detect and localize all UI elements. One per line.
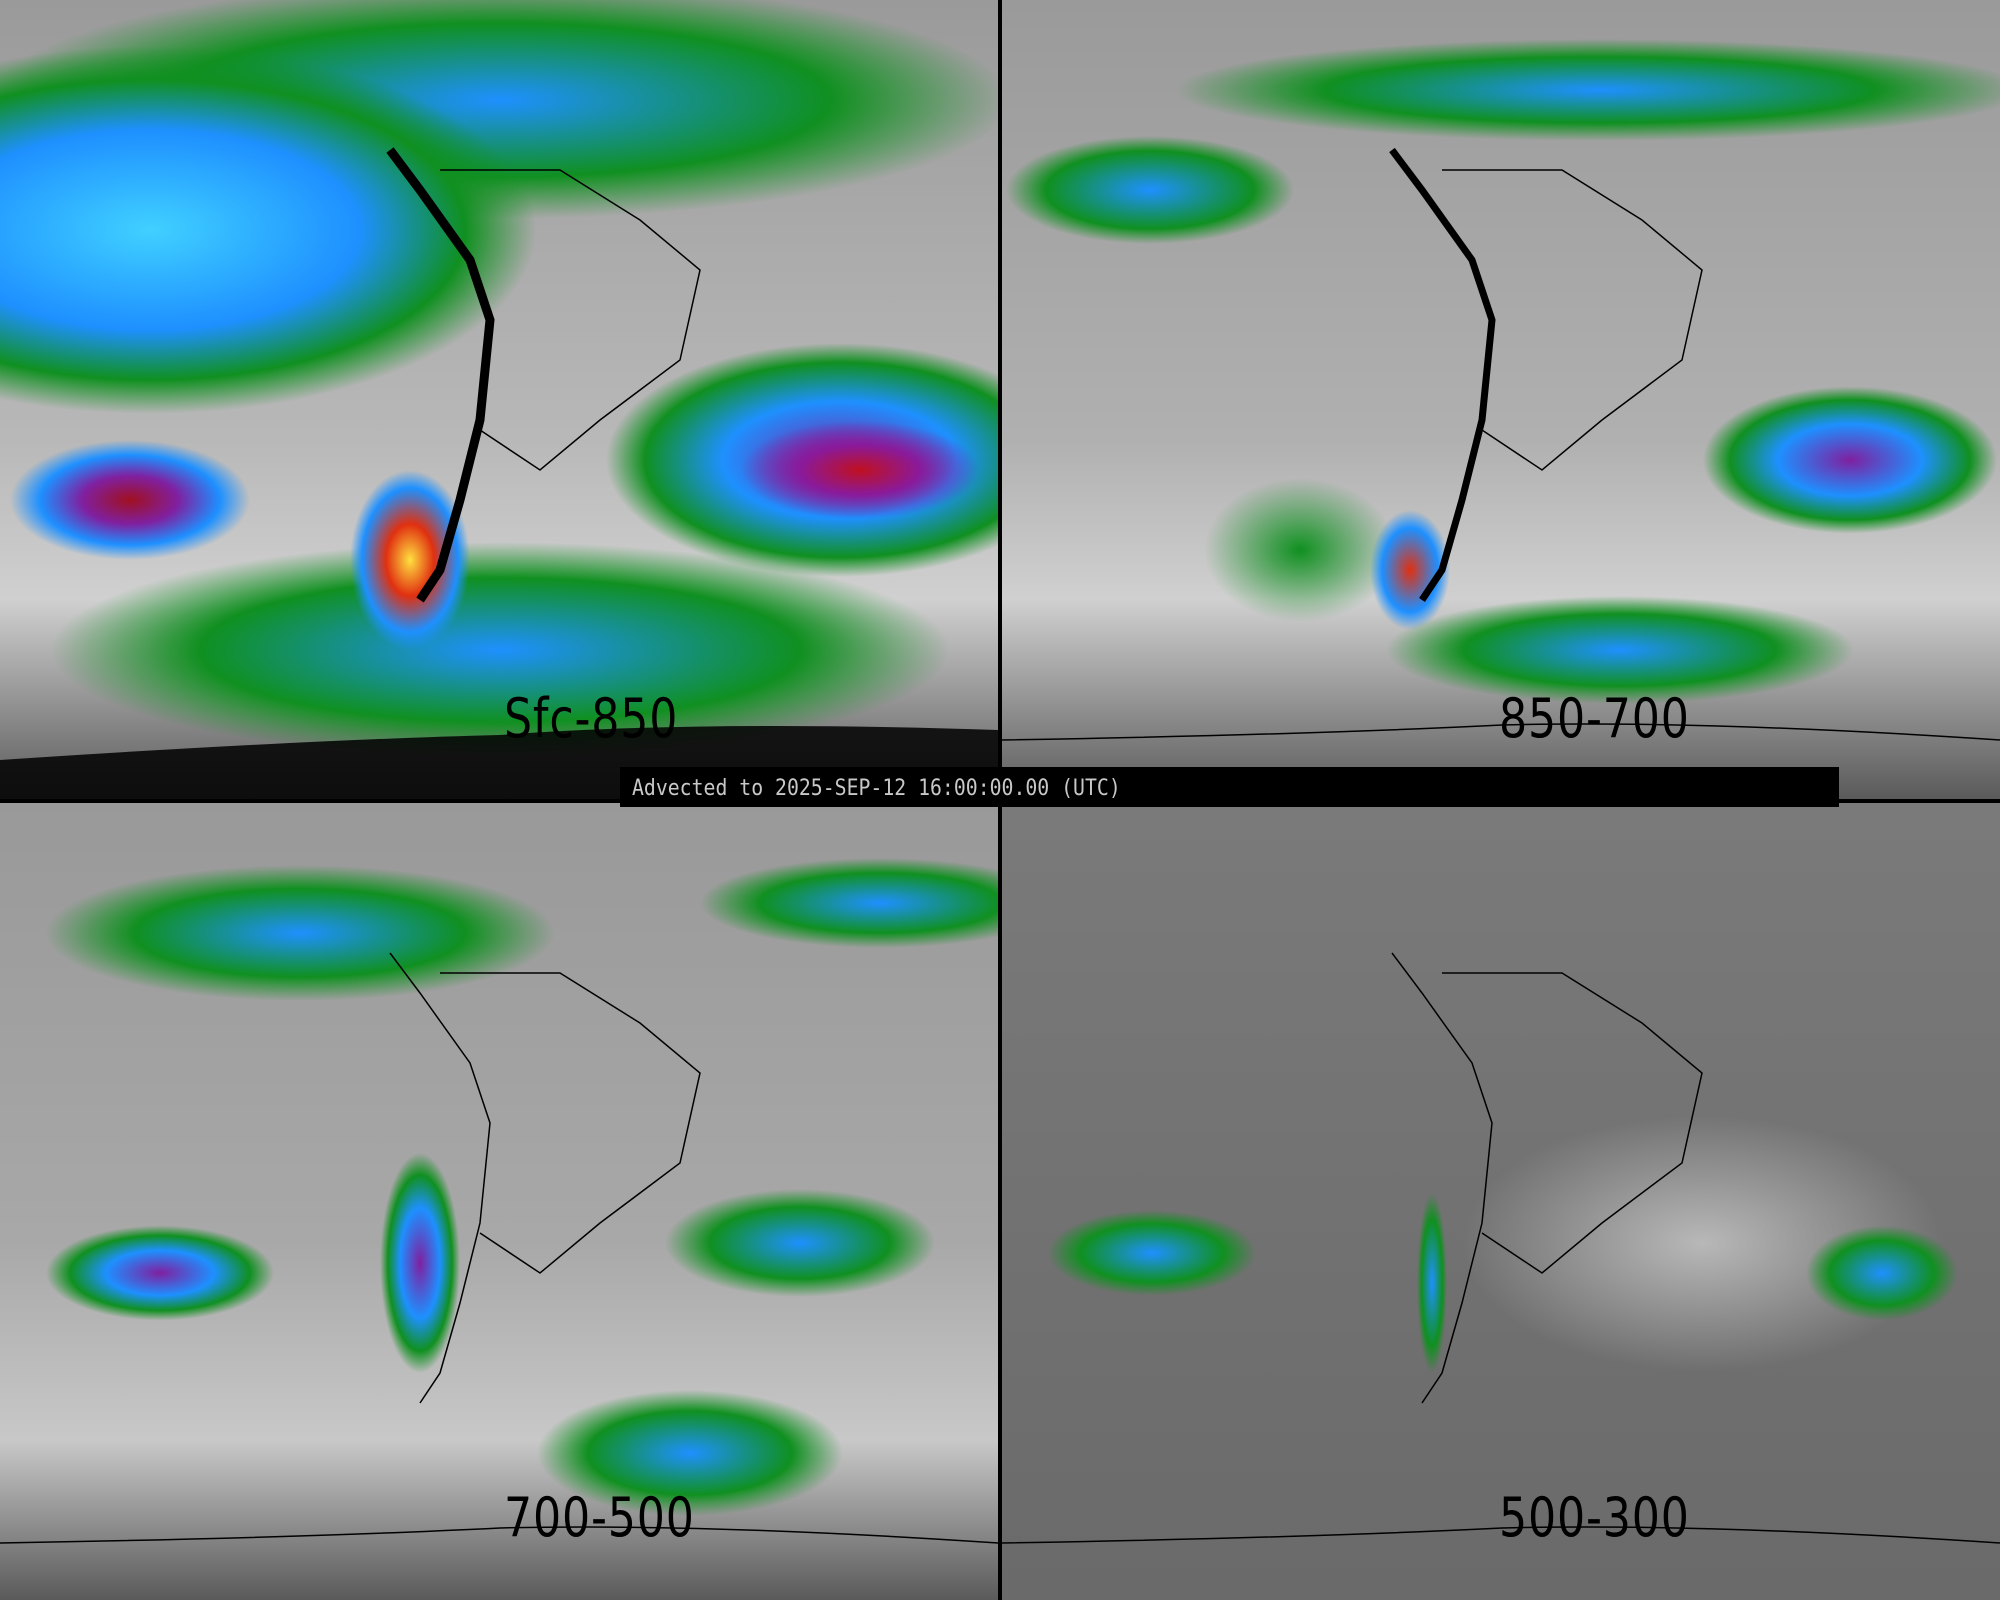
panel-label: 500-300	[1499, 1486, 1690, 1549]
panel-label: Sfc-850	[504, 687, 679, 750]
panel-label: 700-500	[504, 1486, 695, 1549]
timestamp-bar: Advected to 2025-SEP-12 16:00:00.00 (UTC…	[620, 767, 1839, 807]
map-panel-850-700: 850-700	[1002, 0, 2000, 799]
map-panel-500-300: 500-300	[1002, 803, 2000, 1600]
coastline-overlay	[1002, 952, 2000, 1544]
timestamp-text: Advected to 2025-SEP-12 16:00:00.00 (UTC…	[632, 776, 1121, 801]
coastline-overlay	[0, 147, 998, 799]
panel-label: 850-700	[1499, 687, 1690, 750]
coastline-overlay	[1002, 147, 2000, 741]
map-panel-700-500: 700-500	[0, 803, 998, 1600]
map-panel-sfc-850: Sfc-850	[0, 0, 998, 799]
coastline-overlay	[0, 952, 998, 1544]
